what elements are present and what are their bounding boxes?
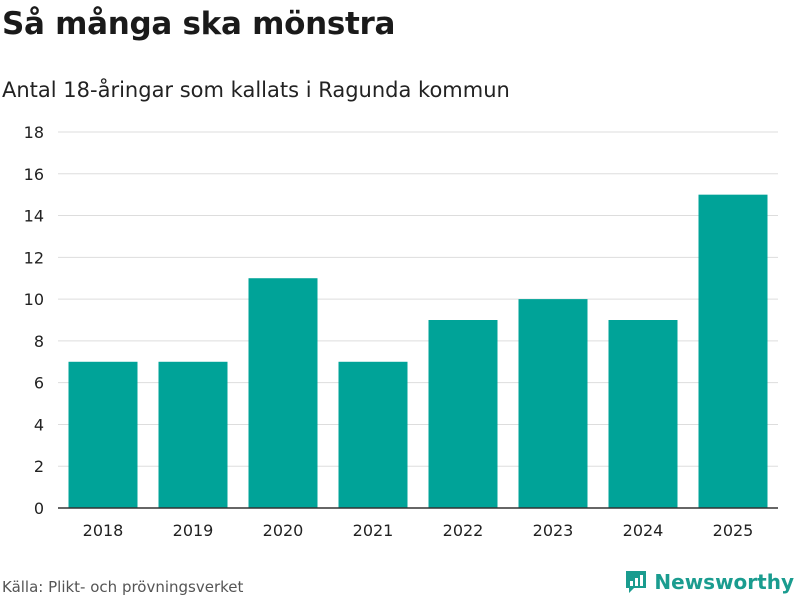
y-tick-label: 0 [34, 499, 44, 518]
y-tick-label: 18 [24, 123, 44, 142]
y-tick-label: 14 [24, 207, 44, 226]
x-tick-label: 2023 [533, 521, 574, 540]
x-tick-label: 2025 [713, 521, 754, 540]
bars [68, 194, 768, 508]
bar [698, 194, 768, 508]
y-tick-label: 12 [24, 248, 44, 267]
x-tick-label: 2024 [623, 521, 664, 540]
y-tick-label: 10 [24, 290, 44, 309]
x-tick-label: 2019 [173, 521, 214, 540]
bar [518, 299, 588, 508]
bar [158, 361, 228, 508]
newsworthy-logo-icon [626, 571, 647, 593]
y-tick-label: 8 [34, 332, 44, 351]
x-axis-ticks: 2018 2019 2020 2021 2022 2023 2024 2025 [83, 521, 754, 540]
x-tick-label: 2021 [353, 521, 394, 540]
bar [68, 361, 138, 508]
chart-title: Så många ska mönstra [2, 6, 396, 42]
y-axis-ticks: 0 2 4 6 8 10 12 14 16 18 [24, 123, 44, 518]
y-tick-label: 2 [34, 457, 44, 476]
y-tick-label: 16 [24, 165, 44, 184]
x-tick-label: 2018 [83, 521, 124, 540]
bar [338, 361, 408, 508]
bar [248, 278, 318, 508]
chart-subtitle: Antal 18-åringar som kallats i Ragunda k… [2, 78, 510, 102]
y-tick-label: 4 [34, 415, 44, 434]
bar [428, 320, 498, 508]
y-tick-label: 6 [34, 374, 44, 393]
brand-logo: Newsworthy [625, 570, 794, 594]
x-tick-label: 2022 [443, 521, 484, 540]
x-tick-label: 2020 [263, 521, 304, 540]
brand-name: Newsworthy [654, 570, 794, 594]
bar [608, 320, 678, 508]
source-note: Källa: Plikt- och prövningsverket [2, 578, 244, 596]
